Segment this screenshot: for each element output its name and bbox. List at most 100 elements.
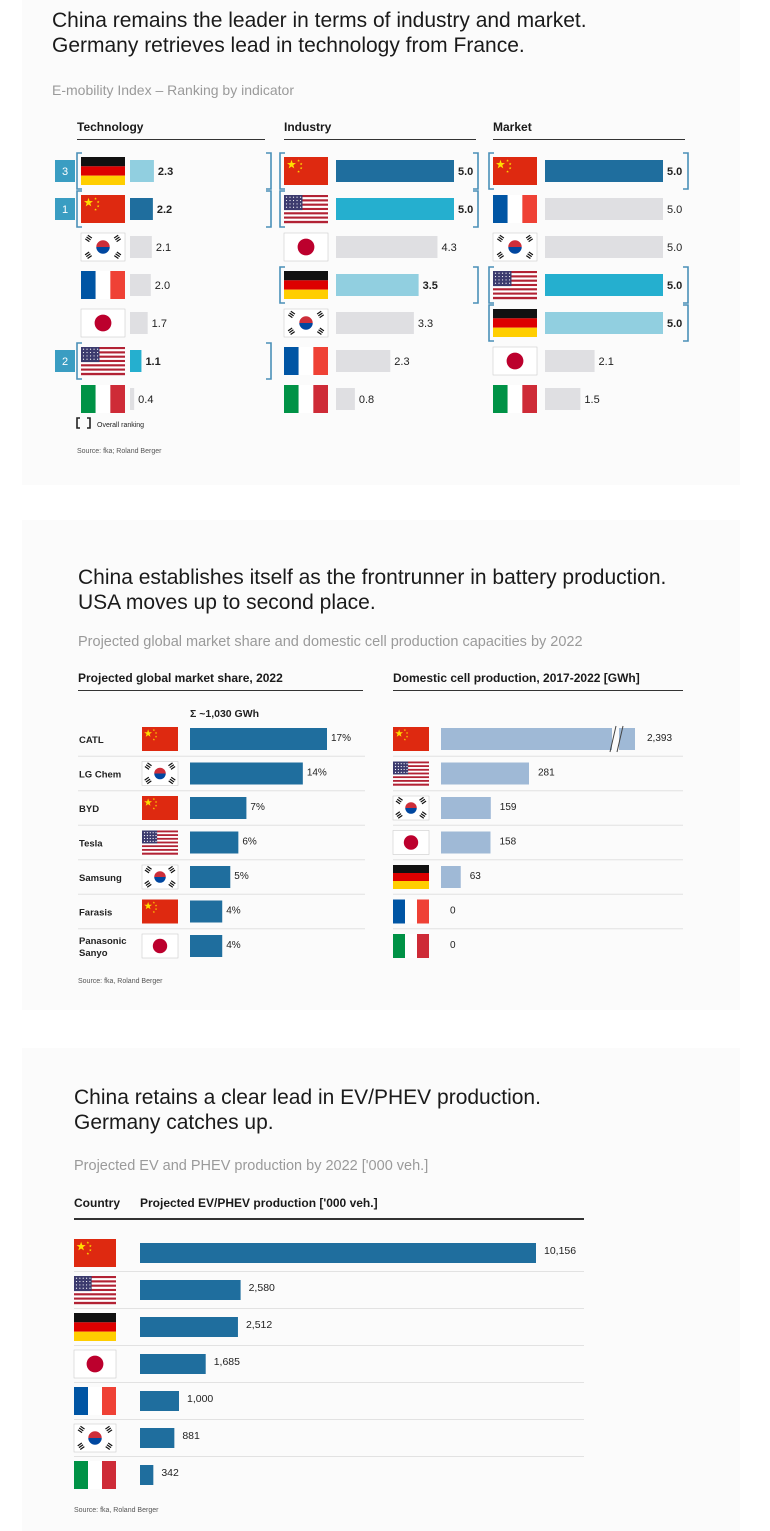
bar-cell-production-germany xyxy=(441,866,461,888)
bar-technology-usa xyxy=(130,350,142,372)
italy-flag-icon xyxy=(74,1461,116,1489)
header-ev-production: Projected EV/PHEV production ['000 veh.] xyxy=(140,1196,378,1210)
south-korea-flag-icon xyxy=(392,795,430,821)
bar-ev-production-china xyxy=(140,1243,536,1263)
value-label-market-share: 4% xyxy=(226,906,241,917)
overall-ranking-bracket-left xyxy=(488,152,494,190)
legend-overall-ranking-label: Overall ranking xyxy=(97,422,144,429)
company-label-tesla: Tesla xyxy=(79,839,103,850)
axis-break-gap xyxy=(612,726,619,752)
bar-market-japan xyxy=(545,350,595,372)
germany-flag-icon xyxy=(393,865,429,889)
france-flag-icon xyxy=(393,899,429,924)
japan-flag-icon xyxy=(73,1349,117,1379)
bar-market-china xyxy=(545,160,663,182)
value-label-market-share: 17% xyxy=(331,733,351,744)
overall-rank-badge xyxy=(55,160,75,182)
value-label-ev-production: 342 xyxy=(161,1467,179,1479)
section2-title-line1: China establishes itself as the frontrun… xyxy=(78,566,667,589)
company-label-catl: CATL xyxy=(79,735,104,746)
value-label-industry-france: 2.3 xyxy=(394,356,409,368)
value-label-technology-japan: 1.7 xyxy=(152,318,167,330)
france-flag-icon xyxy=(493,195,537,223)
value-label-cell-production: 159 xyxy=(500,802,517,813)
usa-flag-icon xyxy=(74,1276,116,1305)
bar-technology-japan xyxy=(130,312,148,334)
market-share-total-annotation: Σ ~1,030 GWh xyxy=(190,708,259,720)
japan-flag-icon xyxy=(141,933,179,959)
bar-market-share-panasonic-sanyo xyxy=(190,935,223,957)
value-label-ev-production: 881 xyxy=(182,1430,200,1442)
value-label-market-share: 14% xyxy=(307,768,327,779)
value-label-ev-production: 2,512 xyxy=(246,1319,272,1331)
value-label-market-germany: 5.0 xyxy=(667,318,682,330)
value-label-market-south-korea: 5.0 xyxy=(667,242,682,254)
bar-technology-china xyxy=(130,198,153,220)
company-label-lg-chem: LG Chem xyxy=(79,770,121,781)
bar-market-usa xyxy=(545,274,663,296)
overall-ranking-bracket-left xyxy=(76,190,82,228)
value-label-industry-germany: 3.5 xyxy=(423,280,438,292)
bar-technology-france xyxy=(130,274,151,296)
ev-production-chart: 10,156 2,580 2,512 1,685 1,000 881 342 xyxy=(73,1239,584,1489)
south-korea-flag-icon xyxy=(492,232,538,262)
bar-industry-germany xyxy=(336,274,419,296)
bar-industry-japan xyxy=(336,236,438,258)
value-label-market-usa: 5.0 xyxy=(667,280,682,292)
bar-market-south-korea xyxy=(545,236,663,258)
value-label-industry-japan: 4.3 xyxy=(441,242,456,254)
overall-ranking-bracket-left xyxy=(76,152,82,190)
china-flag-icon xyxy=(493,157,537,185)
value-label-market-japan: 2.1 xyxy=(599,356,614,368)
japan-flag-icon xyxy=(283,232,329,262)
value-label-ev-production: 10,156 xyxy=(544,1245,576,1257)
usa-flag-icon xyxy=(284,195,328,224)
value-label-market-share: 7% xyxy=(250,802,265,813)
section1-subtitle: E-mobility Index – Ranking by indicator xyxy=(52,82,295,98)
value-label-market-share: 4% xyxy=(226,940,241,951)
section3-title: China retains a clear lead in EV/PHEV pr… xyxy=(74,1085,541,1135)
value-label-cell-production: 0 xyxy=(450,940,456,951)
company-label-panasonic-sanyo: Panasonic xyxy=(79,936,127,947)
bar-technology-germany xyxy=(130,160,154,182)
bar-ev-production-japan xyxy=(140,1354,206,1374)
usa-flag-icon xyxy=(393,761,429,786)
south-korea-flag-icon xyxy=(141,864,179,890)
bar-market-italy xyxy=(545,388,581,410)
bar-ev-production-usa xyxy=(140,1280,241,1300)
bar-market-share-catl xyxy=(190,728,327,750)
overall-ranking-bracket-right xyxy=(473,190,479,228)
value-label-market-italy: 1.5 xyxy=(584,394,599,406)
company-label-panasonic-sanyo: Sanyo xyxy=(79,948,108,959)
bar-market-share-byd xyxy=(190,797,247,819)
bar-market-share-tesla xyxy=(190,831,239,854)
section2-title-line2: USA moves up to second place. xyxy=(78,591,376,614)
value-label-technology-france: 2.0 xyxy=(155,280,170,292)
bar-industry-south-korea xyxy=(336,312,414,334)
south-korea-flag-icon xyxy=(283,308,329,338)
bar-cell-production-south-korea xyxy=(441,797,491,819)
section3-title-line1: China retains a clear lead in EV/PHEV pr… xyxy=(74,1086,541,1109)
header-industry: Industry xyxy=(284,120,476,140)
value-label-ev-production: 1,000 xyxy=(187,1393,213,1405)
south-korea-flag-icon xyxy=(80,232,126,262)
value-label-market-share: 5% xyxy=(234,871,249,882)
south-korea-flag-icon xyxy=(141,761,179,786)
bar-cell-production-usa xyxy=(441,762,529,785)
bar-market-share-lg-chem xyxy=(190,762,303,785)
value-label-cell-production: 63 xyxy=(470,871,482,882)
emobility-index-chart: 2.3 2.2 2.1 2.0 1.7 1.1 0.4 5.0 5.0 4.3 3.5 3.3 2.3 0… xyxy=(55,152,689,429)
bar-technology-south-korea xyxy=(130,236,152,258)
bar-industry-china xyxy=(336,160,454,182)
overall-ranking-bracket-right xyxy=(266,190,272,228)
overall-ranking-bracket-left xyxy=(279,152,285,190)
bar-market-france xyxy=(545,198,663,220)
section3-source: Source: fka, Roland Berger xyxy=(74,1507,159,1514)
bar-ev-production-france xyxy=(140,1391,179,1411)
overall-ranking-bracket-right xyxy=(683,152,689,190)
usa-flag-icon xyxy=(493,271,537,300)
value-label-market-china: 5.0 xyxy=(667,166,682,178)
bar-market-share-farasis xyxy=(190,900,223,923)
value-label-industry-china: 5.0 xyxy=(458,166,473,178)
usa-flag-icon xyxy=(142,830,178,855)
